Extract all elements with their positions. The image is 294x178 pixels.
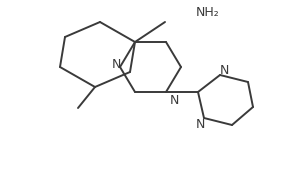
Text: N: N	[195, 117, 205, 130]
Text: N: N	[169, 93, 179, 106]
Text: N: N	[111, 57, 121, 70]
Text: N: N	[219, 64, 229, 77]
Text: NH₂: NH₂	[196, 6, 220, 19]
